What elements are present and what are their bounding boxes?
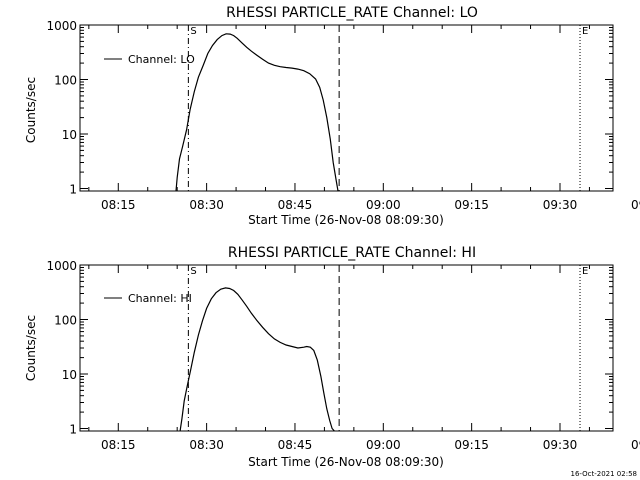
x-tick-label: 08:45 bbox=[278, 438, 313, 452]
y-tick-label: 100 bbox=[54, 314, 77, 328]
legend-label: Channel: HI bbox=[128, 292, 192, 305]
x-tick-label: 09:45 bbox=[631, 198, 640, 212]
x-tick-label: 09:00 bbox=[366, 438, 401, 452]
y-tick-label: 1 bbox=[69, 183, 77, 197]
y-tick-label: 100 bbox=[54, 74, 77, 88]
y-axis-label: Counts/sec bbox=[24, 77, 38, 143]
y-tick-label: 10 bbox=[62, 128, 77, 142]
marker-label: E bbox=[582, 266, 588, 277]
chart-legend: Channel: HI bbox=[104, 292, 192, 305]
x-tick-label: 09:15 bbox=[454, 438, 489, 452]
x-tick-label: 08:15 bbox=[101, 198, 136, 212]
series-line bbox=[179, 287, 335, 432]
marker-label: S bbox=[190, 26, 196, 37]
timestamp: 16-Oct-2021 02:58 bbox=[571, 470, 637, 478]
chart-title: RHESSI PARTICLE_RATE Channel: HI bbox=[228, 245, 476, 261]
y-tick-label: 10 bbox=[62, 368, 77, 382]
x-tick-label: 08:30 bbox=[189, 198, 224, 212]
plot-frame bbox=[79, 24, 614, 192]
x-tick-label: 09:15 bbox=[454, 198, 489, 212]
x-axis-label: Start Time (26-Nov-08 08:09:30) bbox=[248, 455, 444, 469]
x-tick-label: 09:45 bbox=[631, 438, 640, 452]
marker-label: E bbox=[582, 26, 588, 37]
x-tick-label: 09:00 bbox=[366, 198, 401, 212]
chart-panel-lo: RHESSI PARTICLE_RATE Channel: LO Counts/… bbox=[24, 5, 640, 227]
series-line bbox=[175, 33, 339, 192]
legend-label: Channel: LO bbox=[128, 53, 195, 66]
y-tick-label: 1 bbox=[69, 423, 77, 437]
x-tick-label: 09:30 bbox=[543, 438, 578, 452]
x-tick-label: 08:30 bbox=[189, 438, 224, 452]
x-axis-label: Start Time (26-Nov-08 08:09:30) bbox=[248, 213, 444, 227]
x-tick-label: 08:15 bbox=[101, 438, 136, 452]
plot-frame bbox=[79, 264, 614, 432]
chart-title: RHESSI PARTICLE_RATE Channel: LO bbox=[226, 5, 478, 21]
chart-legend: Channel: LO bbox=[104, 53, 195, 66]
y-tick-label: 1000 bbox=[46, 19, 77, 33]
x-tick-label: 09:30 bbox=[543, 198, 578, 212]
x-tick-label: 08:45 bbox=[278, 198, 313, 212]
y-tick-label: 1000 bbox=[46, 259, 77, 273]
y-axis-label: Counts/sec bbox=[24, 315, 38, 381]
marker-label: S bbox=[190, 266, 196, 277]
chart-panel-hi: RHESSI PARTICLE_RATE Channel: HI Counts/… bbox=[24, 245, 640, 469]
